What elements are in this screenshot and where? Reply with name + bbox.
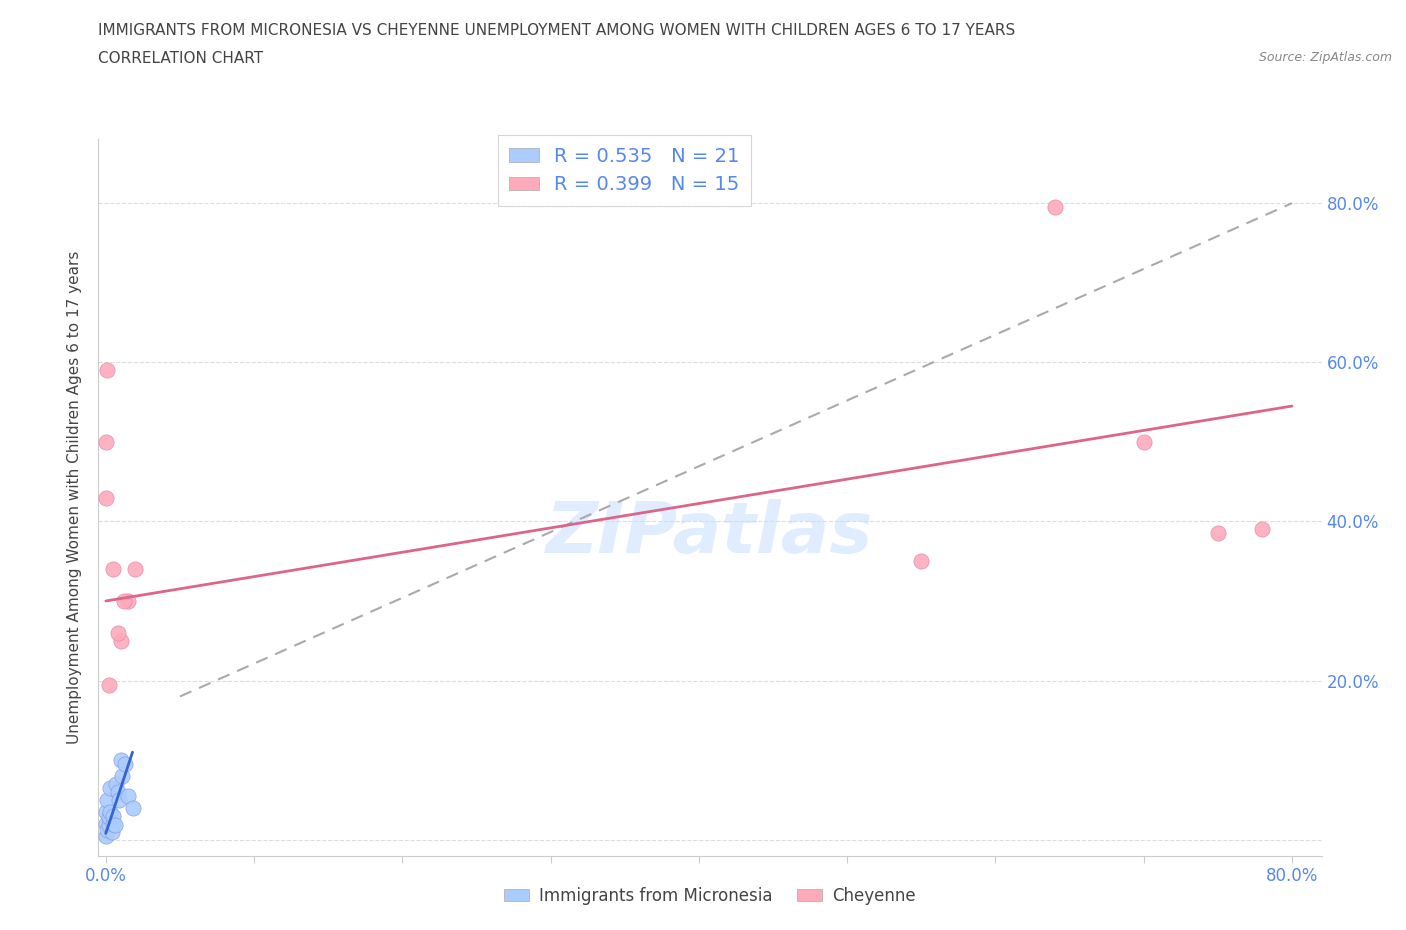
Point xyxy=(910,553,932,568)
Point xyxy=(96,823,118,838)
Text: IMMIGRANTS FROM MICRONESIA VS CHEYENNE UNEMPLOYMENT AMONG WOMEN WITH CHILDREN AG: IMMIGRANTS FROM MICRONESIA VS CHEYENNE U… xyxy=(98,23,1015,38)
Point xyxy=(103,808,125,823)
Point xyxy=(94,490,117,505)
Point xyxy=(111,768,134,783)
Point xyxy=(94,434,117,449)
Point xyxy=(112,593,135,608)
Point xyxy=(94,804,117,819)
Point xyxy=(110,633,132,648)
Point xyxy=(107,625,129,640)
Point xyxy=(108,792,131,807)
Point xyxy=(96,363,118,378)
Text: Source: ZipAtlas.com: Source: ZipAtlas.com xyxy=(1258,51,1392,64)
Point xyxy=(104,817,127,832)
Point xyxy=(97,810,120,825)
Point xyxy=(103,817,125,831)
Point xyxy=(103,562,125,577)
Point xyxy=(94,817,117,831)
Point xyxy=(124,562,146,577)
Point xyxy=(97,817,120,832)
Point xyxy=(1132,434,1154,449)
Point xyxy=(1206,526,1229,541)
Point xyxy=(121,801,143,816)
Point xyxy=(117,593,139,608)
Text: ZIPatlas: ZIPatlas xyxy=(547,498,873,568)
Point xyxy=(98,780,121,795)
Point xyxy=(117,789,139,804)
Point xyxy=(110,752,132,767)
Point xyxy=(94,829,117,844)
Point xyxy=(107,785,129,800)
Legend: Immigrants from Micronesia, Cheyenne: Immigrants from Micronesia, Cheyenne xyxy=(498,881,922,911)
Point xyxy=(114,757,136,772)
Text: CORRELATION CHART: CORRELATION CHART xyxy=(98,51,263,66)
Point xyxy=(96,792,118,807)
Point xyxy=(98,804,121,819)
Point xyxy=(1251,522,1274,537)
Point xyxy=(97,677,120,692)
Point xyxy=(1043,200,1066,215)
Point xyxy=(100,824,122,839)
Y-axis label: Unemployment Among Women with Children Ages 6 to 17 years: Unemployment Among Women with Children A… xyxy=(67,251,83,744)
Point xyxy=(105,777,128,791)
